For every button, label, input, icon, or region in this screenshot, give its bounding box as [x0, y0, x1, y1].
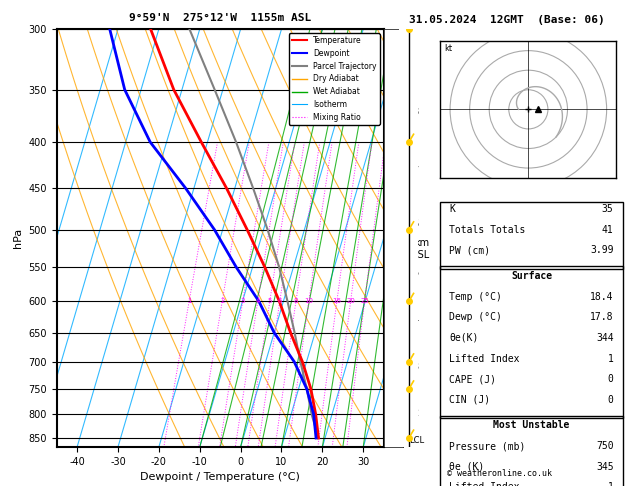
- Text: © weatheronline.co.uk: © weatheronline.co.uk: [447, 469, 552, 478]
- Bar: [440, 266, 623, 418]
- Text: 8: 8: [294, 298, 298, 304]
- Text: 10: 10: [304, 298, 313, 304]
- Text: kt: kt: [444, 44, 452, 52]
- Text: Temp (°C): Temp (°C): [449, 292, 503, 302]
- Text: 2: 2: [220, 298, 225, 304]
- Text: 35: 35: [602, 204, 614, 214]
- X-axis label: Dewpoint / Temperature (°C): Dewpoint / Temperature (°C): [140, 472, 300, 483]
- Title: 9°59'N  275°12'W  1155m ASL: 9°59'N 275°12'W 1155m ASL: [129, 13, 311, 23]
- Text: 0: 0: [608, 374, 614, 384]
- Text: CAPE (J): CAPE (J): [449, 374, 496, 384]
- Text: 3: 3: [240, 298, 245, 304]
- Text: Pressure (mb): Pressure (mb): [449, 441, 526, 451]
- Text: K: K: [449, 204, 455, 214]
- Text: 31.05.2024  12GMT  (Base: 06): 31.05.2024 12GMT (Base: 06): [409, 15, 604, 25]
- Text: Lifted Index: Lifted Index: [449, 482, 520, 486]
- Text: 1: 1: [608, 482, 614, 486]
- Text: θe (K): θe (K): [449, 462, 485, 472]
- Text: 16: 16: [332, 298, 342, 304]
- Text: 1: 1: [187, 298, 191, 304]
- Text: 25: 25: [360, 298, 369, 304]
- Bar: [440, 416, 623, 486]
- Text: θe(K): θe(K): [449, 333, 479, 343]
- Text: 5: 5: [267, 298, 272, 304]
- Text: PW (cm): PW (cm): [449, 245, 491, 256]
- Text: Surface: Surface: [511, 271, 552, 281]
- Text: 0: 0: [608, 395, 614, 405]
- Text: 750: 750: [596, 441, 614, 451]
- Y-axis label: hPa: hPa: [13, 228, 23, 248]
- Text: Lifted Index: Lifted Index: [449, 354, 520, 364]
- Text: 3.99: 3.99: [590, 245, 614, 256]
- Text: Dewp (°C): Dewp (°C): [449, 312, 503, 322]
- Text: 4: 4: [255, 298, 260, 304]
- Text: 6: 6: [277, 298, 282, 304]
- Text: Totals Totals: Totals Totals: [449, 225, 526, 235]
- Text: 345: 345: [596, 462, 614, 472]
- Text: Most Unstable: Most Unstable: [493, 420, 570, 431]
- Text: 1: 1: [608, 354, 614, 364]
- Y-axis label: km
ASL: km ASL: [412, 238, 430, 260]
- Bar: [440, 202, 623, 268]
- Legend: Temperature, Dewpoint, Parcel Trajectory, Dry Adiabat, Wet Adiabat, Isotherm, Mi: Temperature, Dewpoint, Parcel Trajectory…: [289, 33, 380, 125]
- Text: 18.4: 18.4: [590, 292, 614, 302]
- Text: 17.8: 17.8: [590, 312, 614, 322]
- Text: 344: 344: [596, 333, 614, 343]
- Text: CIN (J): CIN (J): [449, 395, 491, 405]
- Text: 20: 20: [346, 298, 355, 304]
- Text: 41: 41: [602, 225, 614, 235]
- Text: LCL: LCL: [409, 436, 424, 445]
